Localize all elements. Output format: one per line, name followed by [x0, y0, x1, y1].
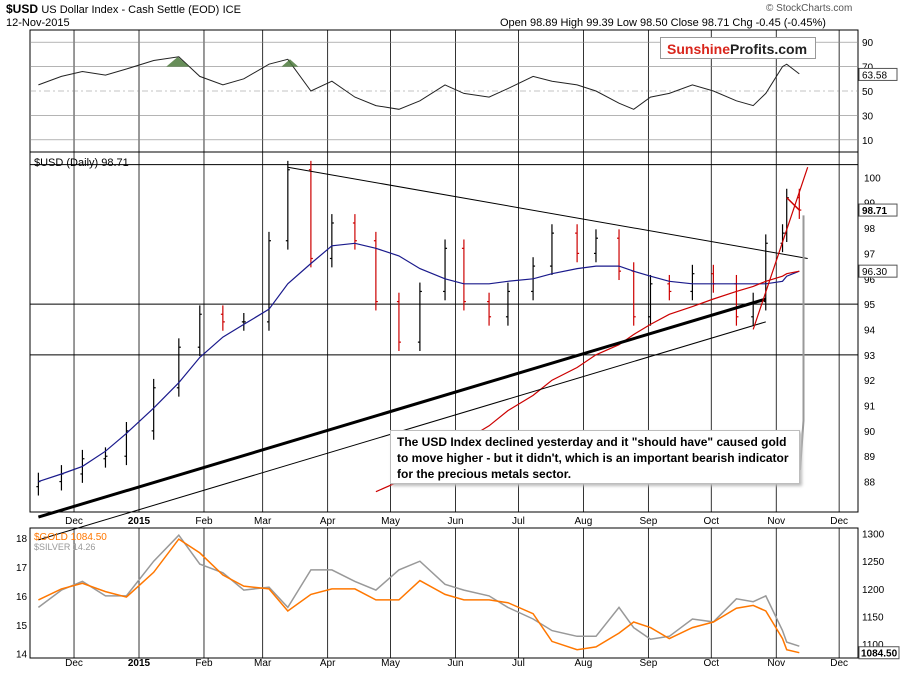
- gold-tick-label: 1300: [862, 530, 885, 541]
- x-tick-label: 2015: [128, 658, 151, 669]
- gold-tick-label: 1250: [862, 557, 885, 568]
- decline-arrow: [786, 197, 800, 211]
- gold-tick-label: 1200: [862, 585, 885, 596]
- chart-symbol: $USD US Dollar Index - Cash Settle (EOD)…: [6, 2, 241, 16]
- gold-tick-label: 1100: [862, 640, 884, 651]
- trendline: [752, 167, 809, 330]
- x-tick-label: Oct: [703, 516, 719, 527]
- quote-line: Open 98.89 High 99.39 Low 98.50 Close 98…: [500, 17, 826, 29]
- rsi-tick-label: 10: [862, 136, 874, 147]
- gold-last-value-box: [858, 646, 900, 660]
- x-tick-label: Jul: [512, 516, 525, 527]
- trendline: [287, 166, 808, 259]
- silver-tick-label: 17: [16, 563, 28, 574]
- price-panel-legend: $USD (Daily) 98.71: [34, 157, 129, 169]
- price-tick-label: 91: [864, 402, 876, 413]
- silver-tick-label: 16: [16, 592, 28, 603]
- rsi-tick-label: 90: [862, 38, 874, 49]
- rsi-tick-label: 30: [862, 111, 874, 122]
- ma50-line: [38, 242, 800, 483]
- x-tick-label: Jun: [447, 658, 463, 669]
- x-tick-label: 2015: [128, 516, 151, 527]
- x-tick-label: Jun: [447, 516, 463, 527]
- logo-part1: Sunshine: [667, 41, 731, 57]
- price-tick-label: 89: [864, 452, 876, 463]
- ma-last-value-box: [858, 264, 898, 278]
- price-panel-frame: [29, 151, 859, 513]
- rsi-overbought-fill: [281, 59, 299, 67]
- x-tick-label: Jul: [512, 658, 525, 669]
- rsi-line: [38, 56, 800, 110]
- silver-line: [37, 534, 800, 647]
- price-tick-label: 95: [864, 300, 876, 311]
- x-tick-label: Sep: [639, 658, 657, 669]
- rsi-overbought-fill: [166, 56, 190, 67]
- x-tick-label: May: [381, 516, 400, 527]
- x-tick-label: Aug: [574, 516, 592, 527]
- x-tick-label: Dec: [65, 516, 83, 527]
- x-tick-label: Dec: [830, 658, 848, 669]
- x-tick-label: Aug: [574, 658, 592, 669]
- price-tick-label: 92: [864, 376, 876, 387]
- price-tick-label: 93: [864, 351, 876, 362]
- x-tick-label: Apr: [320, 516, 336, 527]
- annotation-box: The USD Index declined yesterday and it …: [390, 430, 800, 484]
- ma-last-value: 96.30: [862, 267, 887, 278]
- x-tick-label: May: [381, 658, 400, 669]
- silver-tick-label: 18: [16, 534, 28, 545]
- x-tick-label: Dec: [830, 516, 848, 527]
- x-tick-label: Nov: [767, 516, 785, 527]
- price-tick-label: 90: [864, 427, 876, 438]
- silver-tick-label: 15: [16, 621, 28, 632]
- sunshine-profits-logo: SunshineProfits.com: [660, 37, 816, 59]
- logo-part2: Profits.com: [730, 41, 808, 57]
- silver-tick-label: 14: [16, 650, 28, 661]
- x-tick-label: Mar: [254, 516, 272, 527]
- silver-legend: $SILVER 14.26: [34, 542, 95, 552]
- x-tick-label: Nov: [767, 658, 785, 669]
- x-tick-label: Feb: [195, 516, 213, 527]
- x-tick-label: Mar: [254, 658, 272, 669]
- trendline: [37, 297, 767, 519]
- x-tick-label: Apr: [320, 658, 336, 669]
- price-tick-label: 100: [864, 173, 881, 184]
- metals-panel-frame: [29, 527, 859, 659]
- gold-line: [38, 538, 800, 654]
- price-last-value-box: [858, 203, 898, 217]
- copyright-label: © StockCharts.com: [766, 3, 853, 14]
- rsi-last-value-box: [858, 67, 898, 81]
- price-last-value: 98.71: [862, 206, 887, 217]
- index-name: US Dollar Index - Cash Settle (EOD): [41, 4, 220, 16]
- annotation-pointer: [799, 215, 805, 471]
- price-tick-label: 94: [864, 325, 876, 336]
- x-tick-label: Sep: [639, 516, 657, 527]
- gold-tick-label: 1150: [862, 613, 884, 624]
- x-tick-label: Feb: [195, 658, 213, 669]
- x-tick-label: Oct: [703, 658, 719, 669]
- exchange-label: ICE: [222, 4, 241, 16]
- price-tick-label: 88: [864, 478, 876, 489]
- x-tick-label: Dec: [65, 658, 83, 669]
- gold-legend: $GOLD 1084.50: [34, 532, 107, 543]
- chart-date: 12-Nov-2015: [6, 17, 70, 29]
- symbol-label: $USD: [6, 2, 39, 16]
- price-tick-label: 97: [864, 249, 876, 260]
- rsi-last-value: 63.58: [862, 70, 887, 81]
- gold-last-value: 1084.50: [861, 649, 898, 660]
- price-tick-label: 98: [864, 224, 876, 235]
- rsi-tick-label: 50: [862, 87, 874, 98]
- price-tick-label: 96: [864, 275, 876, 286]
